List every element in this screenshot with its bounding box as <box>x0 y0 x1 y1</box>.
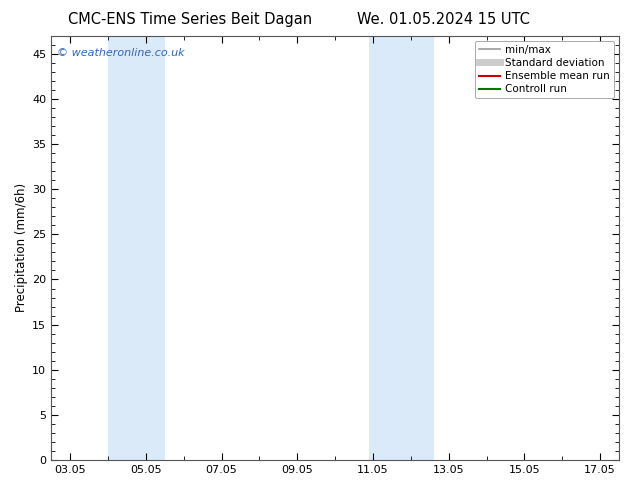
Bar <box>369 36 434 460</box>
Bar <box>108 36 165 460</box>
Text: We. 01.05.2024 15 UTC: We. 01.05.2024 15 UTC <box>358 12 530 27</box>
Legend: min/max, Standard deviation, Ensemble mean run, Controll run: min/max, Standard deviation, Ensemble me… <box>475 41 614 98</box>
Text: CMC-ENS Time Series Beit Dagan: CMC-ENS Time Series Beit Dagan <box>68 12 313 27</box>
Y-axis label: Precipitation (mm/6h): Precipitation (mm/6h) <box>15 183 28 313</box>
Text: © weatheronline.co.uk: © weatheronline.co.uk <box>57 49 184 58</box>
